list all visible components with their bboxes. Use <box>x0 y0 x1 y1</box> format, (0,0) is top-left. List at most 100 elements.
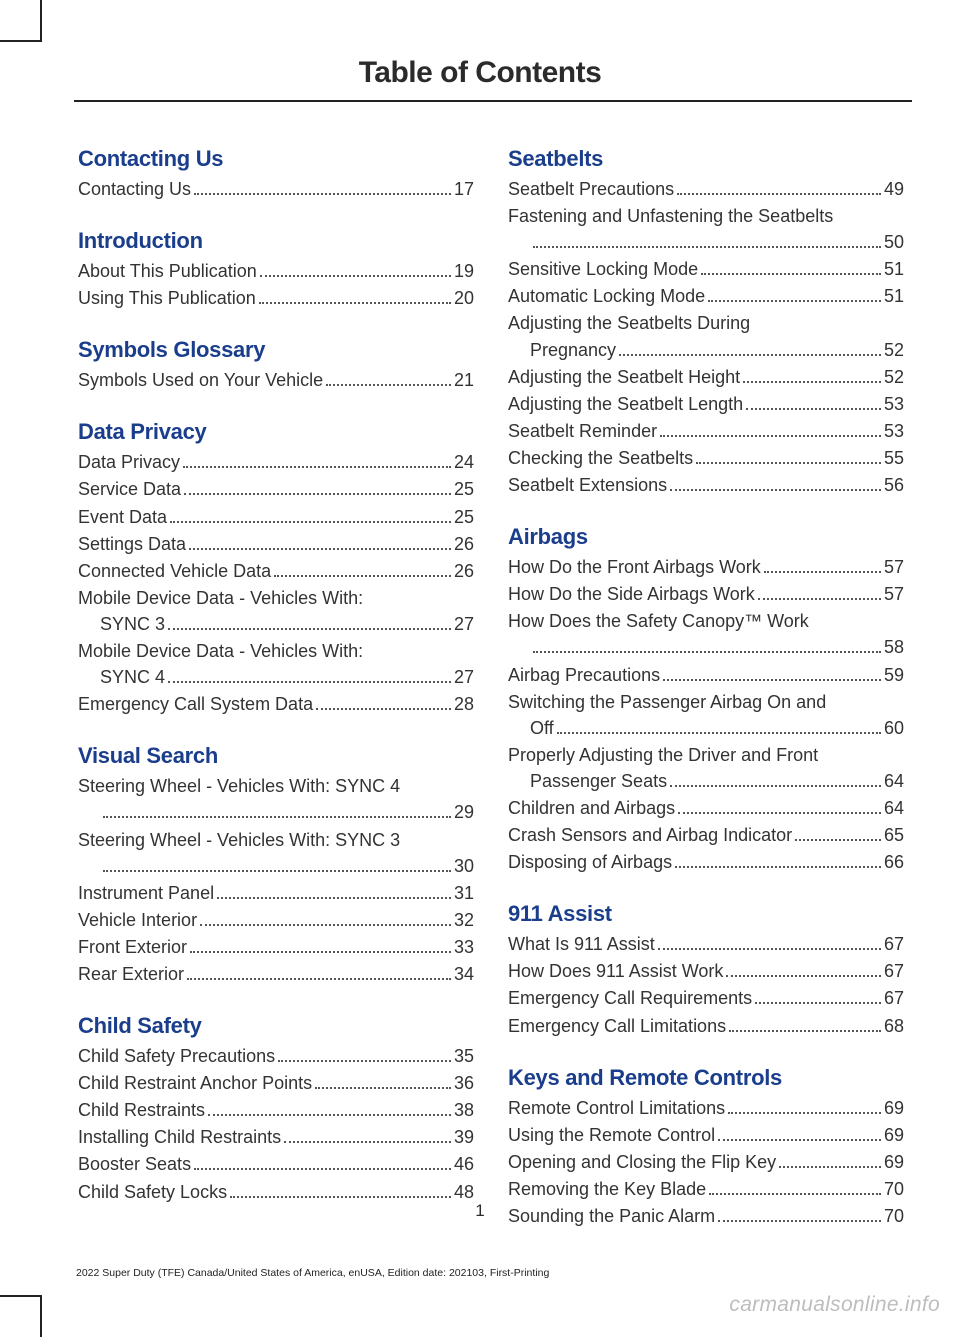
toc-page: 24 <box>454 449 474 475</box>
toc-leader <box>170 506 451 522</box>
toc-label-cont: Passenger Seats <box>530 768 667 794</box>
toc-page: 30 <box>454 853 474 879</box>
toc-leader <box>729 1015 881 1031</box>
toc-page: 69 <box>884 1095 904 1121</box>
toc-entry[interactable]: How Does the Safety Canopy™ Work58 <box>508 608 904 660</box>
toc-entry[interactable]: Switching the Passenger Airbag On andOff… <box>508 689 904 741</box>
toc-label: How Do the Side Airbags Work <box>508 581 755 607</box>
toc-page: 51 <box>884 283 904 309</box>
toc-entry[interactable]: Using the Remote Control69 <box>508 1122 904 1148</box>
toc-entry[interactable]: Steering Wheel - Vehicles With: SYNC 429 <box>78 773 474 825</box>
toc-page: 27 <box>454 611 474 637</box>
toc-page: 39 <box>454 1124 474 1150</box>
toc-left-column: Contacting UsContacting Us17Introduction… <box>78 146 474 1157</box>
toc-entry[interactable]: Seatbelt Reminder53 <box>508 418 904 444</box>
toc-page: 55 <box>884 445 904 471</box>
toc-page: 69 <box>884 1122 904 1148</box>
toc-entry[interactable]: Child Safety Precautions 35 <box>78 1043 474 1069</box>
toc-page: 29 <box>454 799 474 825</box>
toc-entry[interactable]: Child Restraint Anchor Points36 <box>78 1070 474 1096</box>
toc-entry[interactable]: Contacting Us17 <box>78 176 474 202</box>
toc-entry[interactable]: Event Data25 <box>78 504 474 530</box>
watermark: carmanualsonline.info <box>729 1293 940 1317</box>
toc-leader <box>208 1100 451 1116</box>
toc-leader <box>663 664 881 680</box>
toc-entry[interactable]: Emergency Call Requirements67 <box>508 985 904 1011</box>
toc-label: Installing Child Restraints <box>78 1124 281 1150</box>
toc-entry[interactable]: Automatic Locking Mode51 <box>508 283 904 309</box>
crop-mark-bottom-left <box>0 1295 42 1337</box>
toc-leader <box>718 1125 881 1141</box>
footer-text: 2022 Super Duty (TFE) Canada/United Stat… <box>76 1267 549 1279</box>
toc-label: Mobile Device Data - Vehicles With: <box>78 638 363 664</box>
toc-label: Front Exterior <box>78 934 187 960</box>
toc-label: Child Safety Precautions <box>78 1043 275 1069</box>
toc-leader <box>260 261 451 277</box>
toc-entry[interactable]: Crash Sensors and Airbag Indicator65 <box>508 822 904 848</box>
toc-entry[interactable]: Seatbelt Precautions49 <box>508 176 904 202</box>
toc-entry[interactable]: Symbols Used on Your Vehicle21 <box>78 367 474 393</box>
toc-entry[interactable]: Opening and Closing the Flip Key69 <box>508 1149 904 1175</box>
toc-entry[interactable]: How Do the Front Airbags Work57 <box>508 554 904 580</box>
toc-entry[interactable]: Front Exterior33 <box>78 934 474 960</box>
toc-leader <box>557 718 881 734</box>
toc-entry[interactable]: Remote Control Limitations 69 <box>508 1095 904 1121</box>
toc-page: 35 <box>454 1043 474 1069</box>
toc-leader <box>709 1179 881 1195</box>
toc-label: Emergency Call Requirements <box>508 985 752 1011</box>
toc-entry[interactable]: Properly Adjusting the Driver and FrontP… <box>508 742 904 794</box>
toc-entry[interactable]: Adjusting the Seatbelt Height52 <box>508 364 904 390</box>
toc-entry[interactable]: Adjusting the Seatbelts DuringPregnancy5… <box>508 310 904 362</box>
toc-label: Disposing of Airbags <box>508 849 672 875</box>
toc-entry[interactable]: Connected Vehicle Data 26 <box>78 558 474 584</box>
toc-entry[interactable]: Emergency Call Limitations68 <box>508 1013 904 1039</box>
section-heading: Introduction <box>78 228 474 254</box>
toc-entry[interactable]: How Do the Side Airbags Work57 <box>508 581 904 607</box>
toc-label: About This Publication <box>78 258 257 284</box>
toc-entry[interactable]: What Is 911 Assist67 <box>508 931 904 957</box>
toc-entry[interactable]: Using This Publication20 <box>78 285 474 311</box>
toc-entry[interactable]: Child Restraints38 <box>78 1097 474 1123</box>
toc-label: How Do the Front Airbags Work <box>508 554 761 580</box>
toc-entry[interactable]: Sensitive Locking Mode51 <box>508 256 904 282</box>
toc-page: 17 <box>454 176 474 202</box>
toc-entry[interactable]: Airbag Precautions59 <box>508 662 904 688</box>
toc-entry[interactable]: Vehicle Interior32 <box>78 907 474 933</box>
toc-page: 31 <box>454 880 474 906</box>
toc-leader <box>755 988 881 1004</box>
toc-entry[interactable]: Instrument Panel 31 <box>78 880 474 906</box>
toc-page: 49 <box>884 176 904 202</box>
toc-entry[interactable]: Seatbelt Extensions56 <box>508 472 904 498</box>
toc-entry[interactable]: Booster Seats46 <box>78 1151 474 1177</box>
toc-entry[interactable]: Disposing of Airbags66 <box>508 849 904 875</box>
toc-leader <box>326 370 451 386</box>
toc-page: 64 <box>884 795 904 821</box>
toc-entry[interactable]: Installing Child Restraints 39 <box>78 1124 474 1150</box>
toc-entry[interactable]: Adjusting the Seatbelt Length53 <box>508 391 904 417</box>
toc-label: Seatbelt Extensions <box>508 472 667 498</box>
toc-label: Instrument Panel <box>78 880 214 906</box>
toc-page: 67 <box>884 958 904 984</box>
toc-entry[interactable]: Settings Data26 <box>78 531 474 557</box>
toc-entry[interactable]: How Does 911 Assist Work67 <box>508 958 904 984</box>
toc-page: 26 <box>454 558 474 584</box>
toc-page: 27 <box>454 664 474 690</box>
toc-entry[interactable]: Removing the Key Blade70 <box>508 1176 904 1202</box>
toc-entry[interactable]: Children and Airbags64 <box>508 795 904 821</box>
toc-entry[interactable]: Service Data25 <box>78 476 474 502</box>
toc-entry[interactable]: Mobile Device Data - Vehicles With:SYNC … <box>78 638 474 690</box>
toc-entry[interactable]: Data Privacy24 <box>78 449 474 475</box>
toc-label: Remote Control Limitations <box>508 1095 725 1121</box>
toc-leader <box>284 1127 451 1143</box>
toc-entry[interactable]: Fastening and Unfastening the Seatbelts5… <box>508 203 904 255</box>
toc-label: Service Data <box>78 476 181 502</box>
toc-entry[interactable]: About This Publication19 <box>78 258 474 284</box>
toc-entry[interactable]: Checking the Seatbelts55 <box>508 445 904 471</box>
toc-entry[interactable]: Rear Exterior34 <box>78 961 474 987</box>
toc-label-cont: SYNC 3 <box>100 611 165 637</box>
toc-label: Connected Vehicle Data <box>78 558 271 584</box>
toc-entry[interactable]: Emergency Call System Data28 <box>78 691 474 717</box>
toc-leader <box>764 557 881 573</box>
toc-entry[interactable]: Mobile Device Data - Vehicles With:SYNC … <box>78 585 474 637</box>
toc-entry[interactable]: Steering Wheel - Vehicles With: SYNC 330 <box>78 827 474 879</box>
